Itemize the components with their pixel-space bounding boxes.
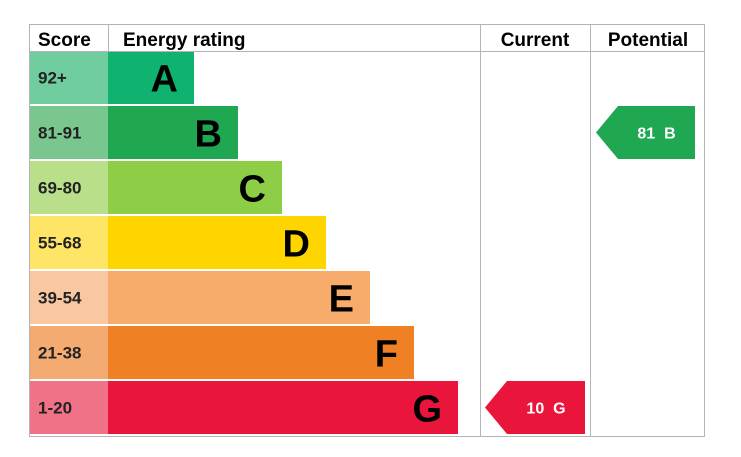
band-bar-e xyxy=(108,271,370,324)
current-rating-arrow xyxy=(485,381,585,434)
score-range-c: 69-80 xyxy=(38,179,81,198)
rating-bands: 92+ A 81-91 B 69-80 C 55-68 D 39-54 E 21-38 F 1-20 G xyxy=(29,51,458,434)
score-cell-a xyxy=(29,51,108,104)
score-cell-g xyxy=(29,381,108,434)
band-bar-d xyxy=(108,216,326,269)
score-range-d: 55-68 xyxy=(38,234,81,253)
potential-rating-arrow xyxy=(596,106,695,159)
header-energy-rating: Energy rating xyxy=(123,30,245,51)
band-bar-c xyxy=(108,161,282,214)
score-cell-e xyxy=(29,271,108,324)
score-cell-c xyxy=(29,161,108,214)
band-bar-b xyxy=(108,106,238,159)
score-range-f: 21-38 xyxy=(38,344,81,363)
potential-rating-label: 81 B xyxy=(637,126,675,143)
score-cell-b xyxy=(29,106,108,159)
band-bar-a xyxy=(108,51,194,104)
score-range-e: 39-54 xyxy=(38,289,82,308)
grid-lines xyxy=(29,24,705,437)
rating-indicators: 10 G 81 B xyxy=(485,106,695,434)
band-letter-c: C xyxy=(239,169,266,211)
score-range-a: 92+ xyxy=(38,69,67,88)
score-cell-d xyxy=(29,216,108,269)
score-range-g: 1-20 xyxy=(38,399,72,418)
header-current: Current xyxy=(501,30,570,51)
score-cell-f xyxy=(29,326,108,379)
current-rating-label: 10 G xyxy=(526,401,565,418)
score-range-b: 81-91 xyxy=(38,124,81,143)
header-potential: Potential xyxy=(608,30,688,51)
band-letter-d: D xyxy=(283,224,310,266)
band-letter-b: B xyxy=(195,114,222,156)
band-bar-f xyxy=(108,326,414,379)
band-letter-e: E xyxy=(329,279,354,321)
band-bar-g xyxy=(108,381,458,434)
band-letter-g: G xyxy=(412,389,442,431)
band-letter-f: F xyxy=(375,334,398,376)
header-score: Score xyxy=(38,30,91,51)
band-letter-a: A xyxy=(151,59,178,101)
